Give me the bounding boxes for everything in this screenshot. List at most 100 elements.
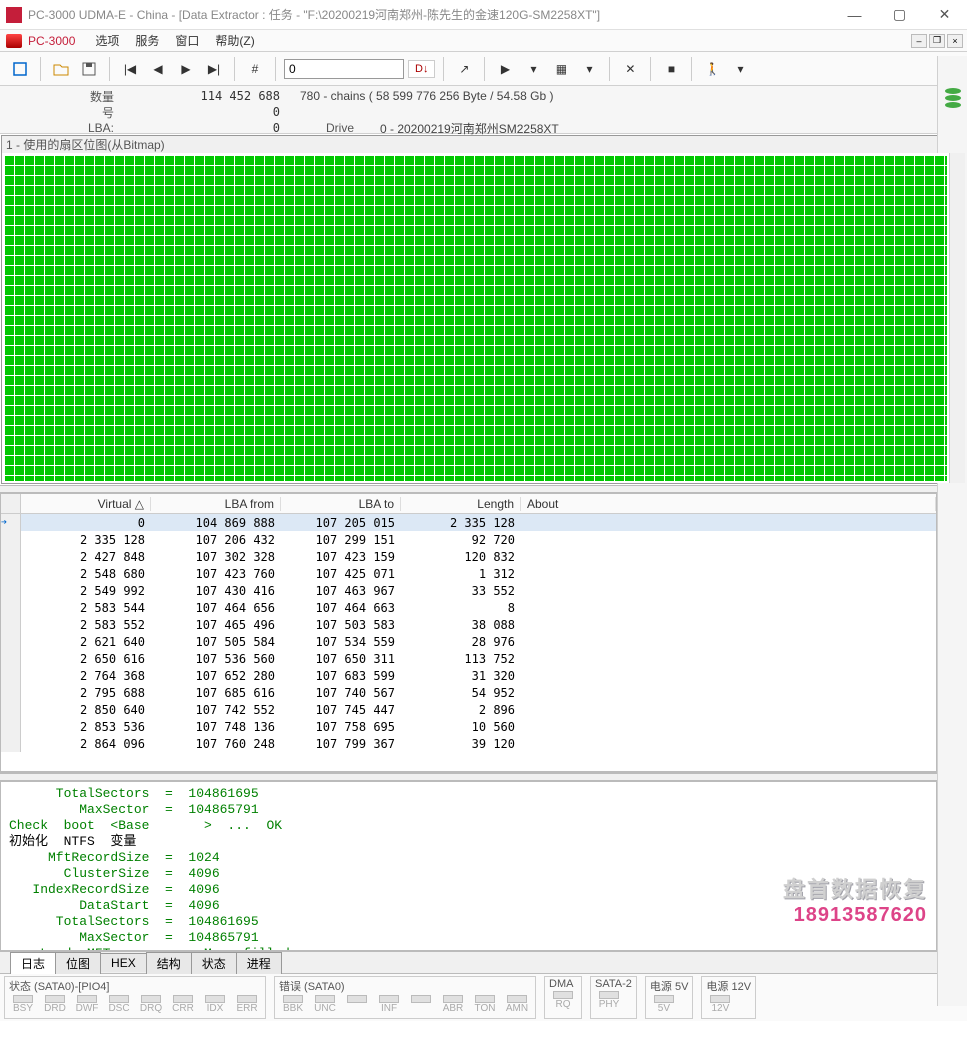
status-led: DWF (73, 995, 101, 1014)
menu-service[interactable]: 服务 (127, 30, 167, 51)
bottom-tab[interactable]: 进程 (236, 952, 282, 974)
tool-play-dropdown-icon[interactable]: ▾ (521, 57, 545, 81)
tool-open-icon[interactable] (49, 57, 73, 81)
mdi-minimize-button[interactable]: – (911, 34, 927, 48)
table-cell: 2 850 640 (21, 703, 151, 717)
led-indicator (109, 995, 129, 1003)
table-row[interactable]: ➔0104 869 888107 205 0152 335 128 (1, 514, 936, 531)
bottom-tab[interactable]: HEX (100, 953, 147, 972)
log-line: Load MFT map - Map filled (9, 946, 928, 951)
th-to[interactable]: LBA to (281, 497, 401, 511)
status-led: ERR (233, 995, 261, 1014)
table-body[interactable]: ➔0104 869 888107 205 0152 335 1282 335 1… (1, 514, 936, 772)
table-cell: 28 976 (401, 635, 521, 649)
status-led: INF (375, 995, 403, 1014)
table-row[interactable]: 2 583 544107 464 656107 464 6638 (1, 599, 936, 616)
bottom-tab[interactable]: 日志 (10, 952, 56, 974)
tool-map-dropdown-icon[interactable]: ▾ (577, 57, 601, 81)
th-length[interactable]: Length (401, 497, 521, 511)
info-num-label: 号 (10, 104, 120, 121)
table-cell: 2 335 128 (401, 516, 521, 530)
table-row[interactable]: 2 795 688107 685 616107 740 56754 952 (1, 684, 936, 701)
led-indicator (599, 991, 619, 999)
disk-stack-icon[interactable] (943, 86, 963, 110)
mdi-restore-button[interactable]: ❐ (929, 34, 945, 48)
table-cell: 107 465 496 (151, 618, 281, 632)
led-label: UNC (314, 1003, 336, 1014)
lba-input[interactable] (284, 59, 404, 79)
table-row[interactable]: 2 764 368107 652 280107 683 59931 320 (1, 667, 936, 684)
tool-settings-icon[interactable]: ✕ (618, 57, 642, 81)
table-row[interactable]: 2 335 128107 206 432107 299 15192 720 (1, 531, 936, 548)
tool-grid-icon[interactable]: # (243, 57, 267, 81)
tool-exit-dropdown-icon[interactable]: ▾ (728, 57, 752, 81)
bitmap-grid[interactable] (2, 153, 965, 483)
table-row[interactable]: 2 621 640107 505 584107 534 55928 976 (1, 633, 936, 650)
th-from[interactable]: LBA from (151, 497, 281, 511)
menu-window[interactable]: 窗口 (167, 30, 207, 51)
maximize-button[interactable]: ▢ (877, 0, 922, 30)
table-row[interactable]: 2 549 992107 430 416107 463 96733 552 (1, 582, 936, 599)
led-indicator (173, 995, 193, 1003)
table-row[interactable]: 2 853 536107 748 136107 758 69510 560 (1, 718, 936, 735)
menu-help[interactable]: 帮助(Z) (207, 30, 262, 51)
tool-next-icon[interactable]: ▶ (174, 57, 198, 81)
table-cell: 2 621 640 (21, 635, 151, 649)
log-line: Check boot <Base > ... OK (9, 818, 928, 834)
th-about[interactable]: About (521, 497, 936, 511)
splitter-horizontal-2[interactable] (0, 773, 967, 781)
tool-first-icon[interactable]: |◀ (118, 57, 142, 81)
info-qty-label: 数量 (10, 88, 120, 105)
mdi-close-button[interactable]: × (947, 34, 963, 48)
tool-play-icon[interactable]: ▶ (493, 57, 517, 81)
table-cell: 107 423 159 (281, 550, 401, 564)
status-led: DRD (41, 995, 69, 1014)
table-cell: 39 120 (401, 737, 521, 751)
menu-options[interactable]: 选项 (87, 30, 127, 51)
brand-icon (6, 34, 22, 48)
bottom-tab[interactable]: 位图 (55, 952, 101, 974)
tool-new-icon[interactable] (8, 57, 32, 81)
status-group-title: 电源 5V (650, 978, 689, 994)
tool-save-icon[interactable] (77, 57, 101, 81)
info-lba-label: LBA: (10, 121, 120, 135)
table-cell: 2 335 128 (21, 533, 151, 547)
status-group-title: DMA (549, 978, 577, 990)
table-cell: 2 583 552 (21, 618, 151, 632)
splitter-horizontal[interactable] (0, 485, 967, 493)
bitmap-scrollbar[interactable] (949, 153, 965, 483)
tool-stop-icon[interactable]: ■ (659, 57, 683, 81)
table-row[interactable]: 2 548 680107 423 760107 425 0711 312 (1, 565, 936, 582)
led-label: RQ (556, 999, 571, 1010)
tool-exit-icon[interactable]: 🚶 (700, 57, 724, 81)
led-indicator (283, 995, 303, 1003)
led-indicator (443, 995, 463, 1003)
brand-label: PC-3000 (28, 34, 75, 48)
tool-map-icon[interactable]: ▦ (549, 57, 573, 81)
bottom-tab[interactable]: 结构 (146, 952, 192, 974)
led-indicator (141, 995, 161, 1003)
table-row[interactable]: 2 427 848107 302 328107 423 159120 832 (1, 548, 936, 565)
table-row[interactable]: 2 864 096107 760 248107 799 36739 120 (1, 735, 936, 752)
status-group-title: 电源 12V (706, 978, 751, 994)
table-cell: 33 552 (401, 584, 521, 598)
close-button[interactable]: ✕ (922, 0, 967, 30)
tool-prev-icon[interactable]: ◀ (146, 57, 170, 81)
status-led: 5V (650, 995, 678, 1014)
tool-export-icon[interactable]: ↗ (452, 57, 476, 81)
led-label: BSY (13, 1003, 33, 1014)
table-row[interactable]: 2 583 552107 465 496107 503 58338 088 (1, 616, 936, 633)
table-cell: 107 536 560 (151, 652, 281, 666)
table-row[interactable]: 2 650 616107 536 560107 650 311113 752 (1, 650, 936, 667)
tool-last-icon[interactable]: ▶| (202, 57, 226, 81)
th-virtual[interactable]: Virtual △ (21, 497, 151, 511)
log-line: TotalSectors = 104861695 (9, 914, 928, 930)
minimize-button[interactable]: — (832, 0, 877, 30)
table-row[interactable]: 2 850 640107 742 552107 745 4472 896 (1, 701, 936, 718)
table-cell: 2 896 (401, 703, 521, 717)
led-indicator (507, 995, 527, 1003)
status-led: PHY (595, 991, 623, 1010)
bottom-tab[interactable]: 状态 (191, 952, 237, 974)
menu-bar: PC-3000 选项 服务 窗口 帮助(Z) – ❐ × (0, 30, 967, 52)
log-area[interactable]: TotalSectors = 104861695 MaxSector = 104… (0, 781, 937, 951)
